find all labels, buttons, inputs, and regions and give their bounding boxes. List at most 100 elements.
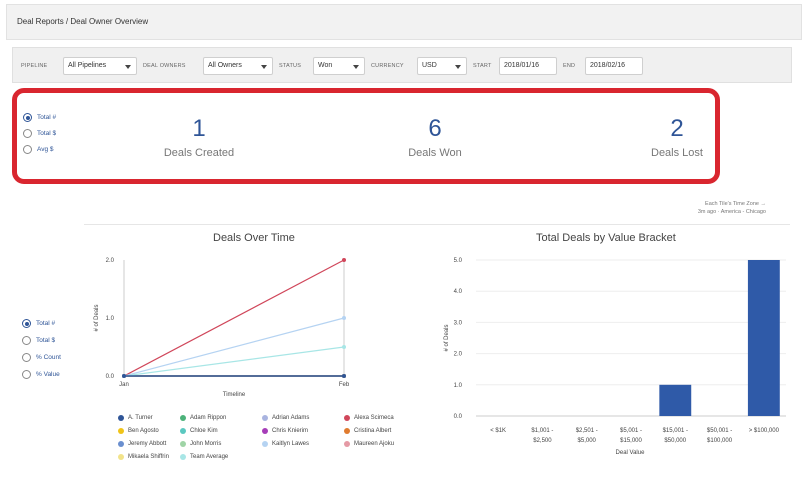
- x-axis-label: Deal Value: [616, 450, 646, 456]
- legend-dot-icon: [180, 415, 186, 421]
- bar-4: [659, 384, 692, 416]
- owners-select[interactable]: All Owners: [203, 57, 273, 75]
- timezone-note: Each Tile's Time Zone → 3m ago · America…: [698, 200, 766, 216]
- kpi-deals-won-value: 6: [428, 115, 442, 142]
- timezone-line-2: 3m ago · America - Chicago: [697, 209, 766, 215]
- kpi-deals-created-value: 1: [192, 115, 206, 142]
- y-tick-label: 3.0: [454, 320, 463, 326]
- legend-label: Mikaela Shiffrin: [128, 454, 169, 460]
- legend-item[interactable]: John Morris: [180, 441, 221, 447]
- summary-radio-avg-amount[interactable]: Avg $: [23, 145, 54, 154]
- status-select[interactable]: Won: [313, 57, 365, 75]
- x-axis-label: Timeline: [223, 392, 246, 398]
- radio-icon: [23, 129, 32, 138]
- end-date-input[interactable]: 2018/02/16: [585, 57, 643, 75]
- line-chart: 0.0 1.0 2.0 Jan Feb Timeline # of Deals: [94, 258, 350, 398]
- legend-dot-icon: [180, 454, 186, 460]
- legend-dot-icon: [180, 441, 186, 447]
- series-line-10: [123, 317, 345, 377]
- chart-radio-total-amount[interactable]: Total $: [22, 336, 55, 345]
- legend-item[interactable]: Kaitlyn Lawes: [262, 441, 309, 447]
- radio-label: Total #: [37, 114, 57, 121]
- end-date-value: 2018/02/16: [590, 62, 626, 69]
- y-tick-label: 1.0: [106, 316, 115, 322]
- y-tick-label: 1.0: [454, 383, 463, 389]
- x-tick-label: $5,000: [578, 438, 597, 444]
- legend-label: Chris Knierim: [272, 428, 309, 434]
- legend-item[interactable]: Chloe Kim: [180, 428, 218, 434]
- y-axis-label: # of Deals: [94, 304, 100, 331]
- legend-dot-icon: [262, 415, 268, 421]
- chart-radio-total-count[interactable]: Total #: [22, 319, 55, 328]
- legend-label: Adam Rippon: [190, 415, 227, 421]
- legend-dot-icon: [344, 441, 350, 447]
- legend-label: Chloe Kim: [190, 428, 218, 434]
- y-tick-label: 0.0: [454, 414, 463, 420]
- legend-dot-icon: [118, 454, 124, 460]
- chart-radio-percent-value[interactable]: % Value: [22, 370, 60, 379]
- radio-icon: [22, 370, 31, 379]
- legend-label: Kaitlyn Lawes: [272, 441, 310, 447]
- x-tick-label: > $100,000: [749, 428, 780, 434]
- y-tick-label: 2.0: [106, 258, 115, 264]
- radio-icon: [23, 113, 32, 122]
- start-label: START: [473, 63, 492, 69]
- legend-label: Maureen Ajoku: [354, 441, 395, 447]
- radio-label: Total $: [37, 130, 57, 137]
- x-tick-label: $2,501 -: [576, 428, 598, 434]
- currency-label: CURRENCY: [371, 63, 404, 69]
- radio-icon: [23, 145, 32, 154]
- legend-item[interactable]: Adam Rippon: [180, 415, 226, 421]
- radio-icon: [22, 336, 31, 345]
- series-point-baseline-0: [122, 374, 126, 378]
- legend-item[interactable]: Team Average: [180, 454, 228, 460]
- legend-item[interactable]: Adrian Adams: [262, 415, 309, 421]
- legend-item[interactable]: Jeremy Abbott: [118, 441, 166, 447]
- legend-dot-icon: [118, 415, 124, 421]
- x-tick-label: Jan: [119, 382, 129, 388]
- chart-radio-percent-count[interactable]: % Count: [22, 353, 61, 362]
- series-point-3-1: [342, 258, 346, 262]
- radio-label: Avg $: [37, 146, 54, 153]
- legend-item[interactable]: Ben Agosto: [118, 428, 159, 434]
- legend-label: John Morris: [190, 441, 222, 447]
- legend-dot-icon: [262, 428, 268, 434]
- legend-item[interactable]: Maureen Ajoku: [344, 441, 394, 447]
- chevron-down-icon: [455, 65, 461, 69]
- bar-chart: 0.0 1.0 2.0 3.0 4.0 5.0 < $1K $1,001 - $2,500 $2,…: [444, 258, 786, 456]
- legend-item[interactable]: A. Turner: [118, 415, 153, 421]
- radio-label: Total $: [36, 337, 56, 344]
- series-point-13-1: [342, 345, 346, 349]
- legend-label: Team Average: [190, 454, 229, 460]
- legend-item[interactable]: Chris Knierim: [262, 428, 308, 434]
- breadcrumb-bar: Deal Reports / Deal Owner Overview: [6, 4, 802, 40]
- legend-item[interactable]: Cristina Albert: [344, 428, 391, 434]
- x-tick-label: $2,500: [533, 438, 552, 444]
- legend-label: A. Turner: [128, 415, 153, 421]
- summary-radio-total-count[interactable]: Total #: [23, 113, 56, 122]
- legend-label: Adrian Adams: [272, 415, 310, 421]
- y-tick-label: 5.0: [454, 258, 463, 264]
- legend-dot-icon: [344, 415, 350, 421]
- status-value: Won: [318, 62, 333, 69]
- start-date-input[interactable]: 2018/01/16: [499, 57, 557, 75]
- breadcrumb: Deal Reports / Deal Owner Overview: [17, 17, 149, 26]
- legend-item[interactable]: Alexa Scimeca: [344, 415, 394, 421]
- line-chart-title: Deals Over Time: [213, 232, 295, 244]
- currency-value: USD: [422, 62, 437, 69]
- legend-dot-icon: [118, 441, 124, 447]
- pipeline-select[interactable]: All Pipelines: [63, 57, 137, 75]
- currency-select[interactable]: USD: [417, 57, 467, 75]
- x-tick-label: Feb: [339, 382, 350, 388]
- summary-radio-total-amount[interactable]: Total $: [23, 129, 56, 138]
- x-tick-label: $15,000: [620, 438, 642, 444]
- x-tick-label: $15,001 -: [663, 428, 688, 434]
- legend-item[interactable]: Mikaela Shiffrin: [118, 454, 169, 460]
- legend-label: Alexa Scimeca: [354, 415, 394, 421]
- y-tick-label: 0.0: [106, 374, 115, 380]
- legend-dot-icon: [180, 428, 186, 434]
- y-axis-label: # of Deals: [444, 324, 450, 351]
- chevron-down-icon: [125, 65, 131, 69]
- bar-chart-title: Total Deals by Value Bracket: [536, 232, 676, 244]
- kpi-deals-lost-label: Deals Lost: [651, 147, 703, 159]
